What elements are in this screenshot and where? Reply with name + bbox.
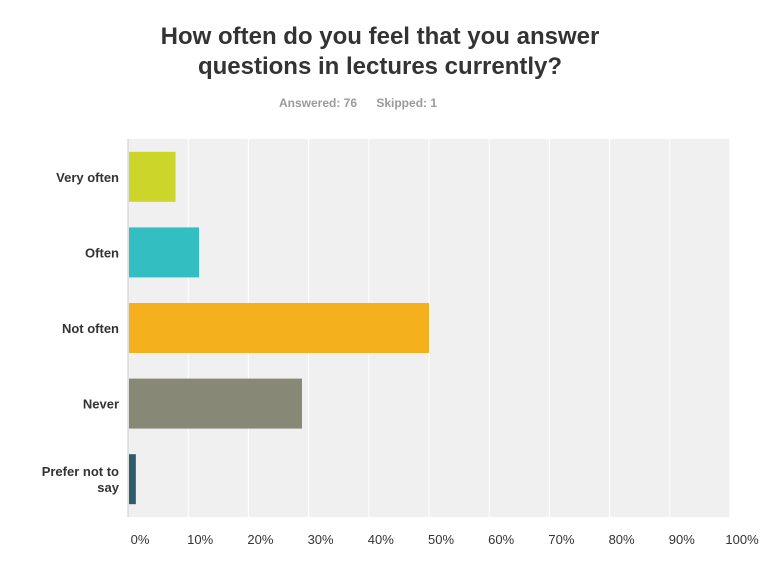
x-tick-label: 70% (548, 532, 574, 547)
x-tick-label: 0% (131, 532, 150, 547)
category-label: Not often (62, 321, 119, 336)
x-tick-label: 20% (247, 532, 273, 547)
bar (129, 454, 136, 505)
chart-title-line-2: questions in lectures currently? (197, 53, 563, 80)
bar (129, 227, 200, 278)
x-tick-label: 50% (428, 532, 454, 547)
response-summary: Answered: 76 Skipped: 1 (0, 96, 716, 110)
x-tick-label: 40% (368, 532, 394, 547)
bar (129, 151, 176, 202)
skipped-count: Skipped: 1 (376, 96, 438, 110)
bar (129, 303, 429, 353)
answered-count: Answered: 76 (278, 96, 357, 110)
category-label: Very often (56, 170, 119, 185)
category-label: Often (85, 245, 119, 260)
x-tick-label: 60% (488, 532, 514, 547)
x-tick-label: 80% (609, 532, 635, 547)
x-tick-label: 10% (187, 532, 213, 547)
category-label: Prefer not to (42, 464, 119, 479)
chart-title-line-1: How often do you feel that you answer (160, 23, 600, 50)
x-tick-label: 30% (308, 532, 334, 547)
x-tick-label: 90% (669, 532, 695, 547)
category-label: say (97, 480, 119, 495)
bar (129, 378, 302, 429)
chart-title: How often do you feel that you answer qu… (100, 22, 660, 82)
category-label: Never (83, 397, 119, 412)
x-tick-label: 100% (725, 532, 759, 547)
